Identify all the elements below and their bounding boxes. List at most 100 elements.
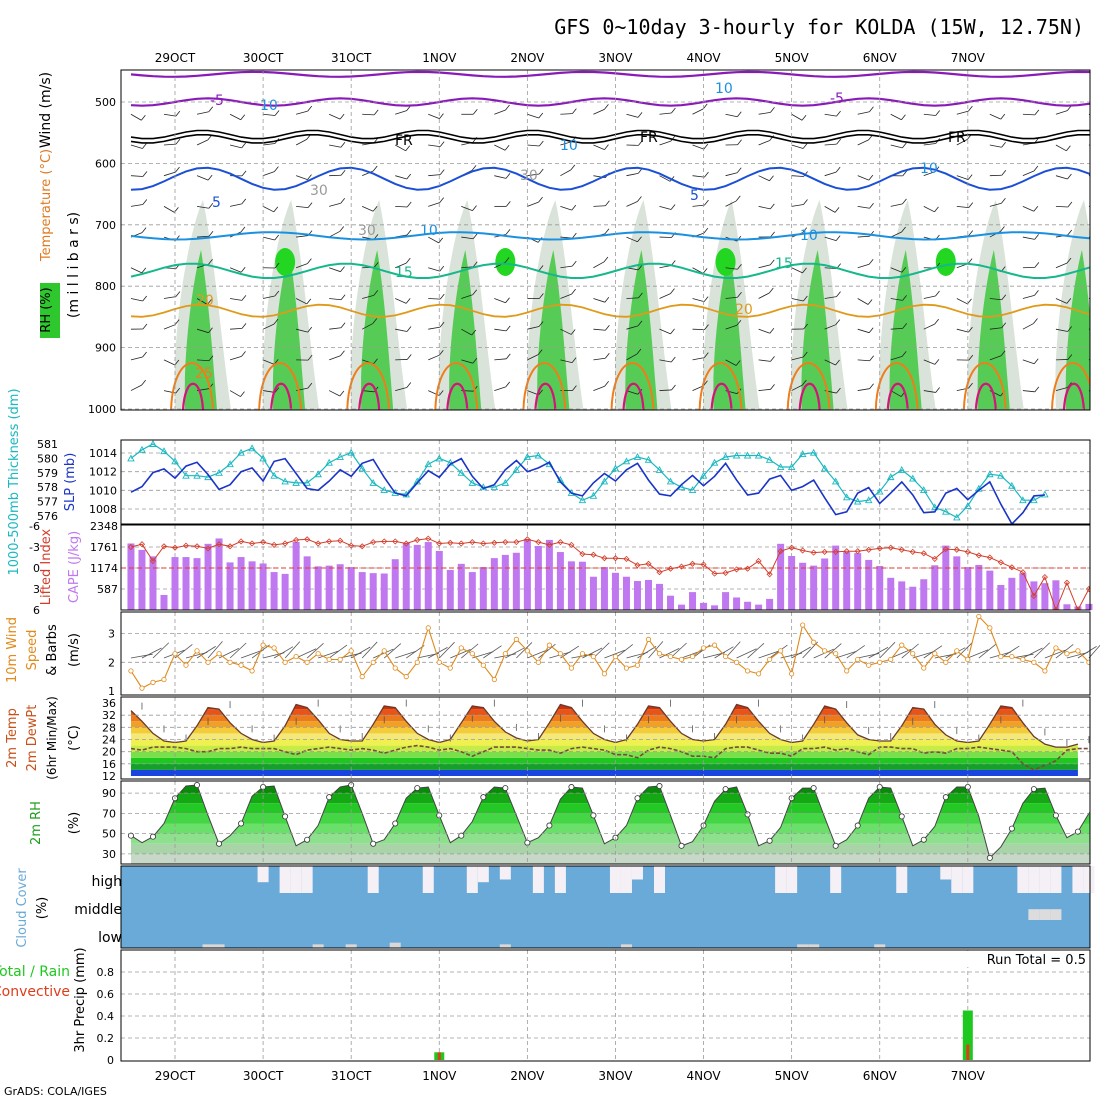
cloud-label-1: Cloud Cover [15, 868, 30, 948]
cape-tick: 587 [97, 583, 118, 596]
wind-barb-flag [406, 326, 412, 332]
thickness-point [325, 458, 333, 466]
wind-barb [593, 261, 605, 269]
cape-bar [1019, 573, 1027, 610]
lifted-index-point [491, 539, 498, 546]
rh-shade-green [625, 250, 658, 410]
wind-speed-point [348, 648, 354, 654]
upper-ylabel-temp: Temperature (°C) [39, 149, 54, 262]
thickness-line [130, 443, 1046, 519]
isotherm-freezing-2 [130, 134, 1090, 144]
wind-barb-flag [868, 327, 874, 333]
wind-barb [163, 113, 176, 117]
cape-bar [402, 542, 410, 610]
wind-label-2: Speed [25, 630, 40, 671]
wind-barb-flag [141, 227, 147, 233]
wind-barb [229, 203, 242, 207]
temp-tick: 32 [102, 709, 116, 722]
cape-bar [1085, 603, 1093, 610]
wind-barb-flag [637, 112, 643, 118]
lifted-index-point [480, 540, 487, 547]
cape-bar [237, 557, 245, 610]
precip-tick: 0.6 [97, 988, 115, 1001]
thickness-tick: 577 [37, 496, 58, 509]
wind-barb-flag [1067, 173, 1072, 180]
wind-barb-flag [769, 175, 774, 182]
wind-speed-point [128, 668, 134, 674]
wind-barb [362, 170, 374, 177]
wind-barb [229, 144, 242, 149]
thickness-point [501, 478, 510, 486]
wind-barb [956, 175, 969, 180]
thickness-tick: 576 [37, 510, 58, 523]
wind-barb-flag [638, 292, 643, 299]
wind-barb-flag [571, 357, 577, 363]
wind-barb [593, 357, 606, 361]
lifted-index-point [579, 550, 586, 558]
wind-barb [527, 144, 540, 147]
cape-bar [953, 556, 961, 610]
wind-barb-flag [505, 325, 511, 332]
lifted-index-point [634, 562, 641, 569]
cape-bar [920, 579, 928, 610]
cloud-high-cell [422, 866, 434, 893]
wind-barb-10m [626, 651, 648, 659]
isotherm-30 [358, 382, 381, 410]
wind-barb [758, 140, 770, 146]
wind-barb-10m [593, 642, 610, 659]
temp-tick: 24 [102, 734, 116, 747]
thickness-point [897, 465, 906, 473]
wind-barb-10m [196, 646, 216, 659]
wind-barb-10m [1000, 645, 1020, 659]
wind-barb-10m [560, 645, 580, 659]
wind-barb-flag [737, 263, 742, 270]
rh-label-1: 2m RH [29, 801, 44, 845]
wind-barb-flag [803, 323, 808, 330]
thickness-point [997, 471, 1005, 479]
wind-barb [395, 387, 407, 391]
rh-point [942, 794, 949, 801]
wind-barb [758, 205, 771, 210]
isotherm-label: 5 [212, 195, 221, 211]
cape-lifted-index-panel: -6 -3 0 3 6 2348 1761 1174 587 Lifted Index CAPE (… [29, 520, 1093, 617]
isotherm-30 [886, 382, 909, 410]
thickness-point [248, 444, 256, 452]
wind-barb [626, 172, 639, 177]
wind-barb [229, 113, 241, 121]
wind-barb [1055, 144, 1067, 152]
thickness-point [600, 477, 609, 485]
lifted-index-point [689, 560, 696, 567]
cloud-high-cell [477, 866, 489, 883]
temp-tick: 12 [102, 770, 116, 783]
lifted-index-point [1074, 606, 1081, 610]
isotherm-25 [434, 362, 479, 410]
wind-barb [824, 206, 836, 213]
thickness-point [138, 445, 146, 453]
rh-tick: 50 [102, 828, 116, 841]
cape-bar [622, 576, 630, 610]
wind-barb-flag [901, 226, 906, 233]
lifted-index-point [403, 540, 410, 547]
lifted-index-point [645, 560, 652, 567]
wind-barb-flag [603, 256, 609, 263]
thickness-point [369, 478, 377, 486]
cape-bar [799, 562, 807, 610]
wind-barb-flag [605, 200, 610, 207]
wind-speed-point [458, 645, 464, 651]
wind-barb-flag [439, 141, 445, 147]
isotherm-label: 20 [735, 302, 753, 318]
wind-barb [296, 235, 309, 238]
cape-bar [810, 565, 818, 610]
wind-barb-flag [142, 199, 148, 205]
wind-barb [130, 267, 142, 274]
wind-barb [791, 175, 804, 177]
dewpoint-line [130, 744, 1090, 771]
wind-barb-flag [802, 379, 807, 386]
lifted-index-point [909, 548, 916, 555]
wind-speed-point [293, 653, 299, 660]
cape-bar [1074, 606, 1082, 610]
cloud-mid-cell [1028, 909, 1040, 920]
wind-barb-10m [483, 645, 502, 659]
wind-speed-point [678, 656, 685, 663]
thickness-point [743, 451, 752, 459]
